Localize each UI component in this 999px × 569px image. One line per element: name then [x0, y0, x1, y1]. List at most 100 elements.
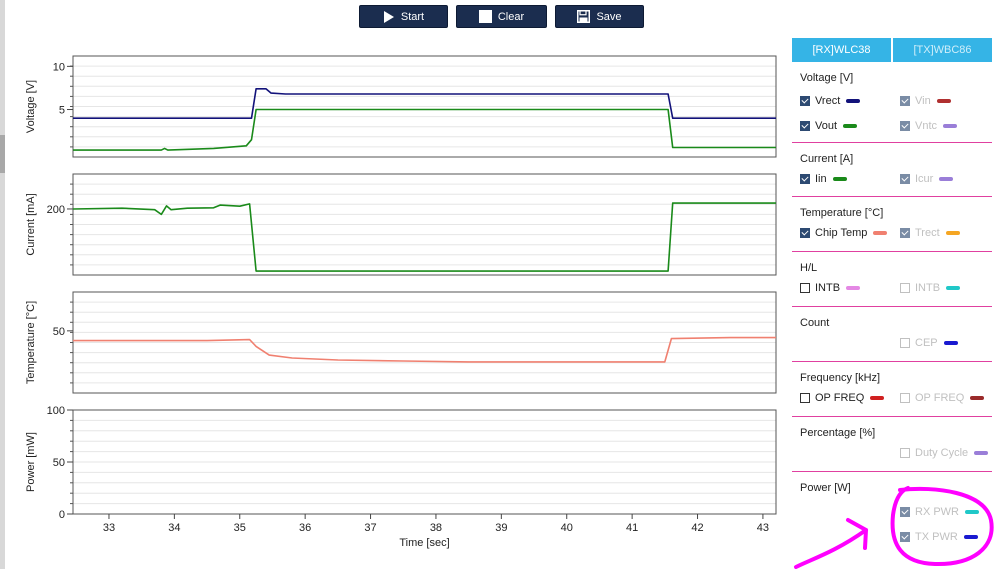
color-swatch [943, 124, 958, 128]
channel-label: Duty Cycle [915, 447, 969, 459]
color-swatch [843, 124, 858, 128]
y-tick-label: 50 [53, 326, 65, 338]
color-swatch [970, 396, 985, 400]
checkbox[interactable] [800, 283, 810, 293]
channel-toggle-vin[interactable]: Vin [900, 95, 951, 107]
color-swatch [943, 341, 958, 345]
x-tick-label: 34 [168, 522, 180, 534]
save-button[interactable]: Save [555, 5, 644, 28]
y-tick-label: 10 [53, 61, 65, 73]
channel-toggle-tx-pwr[interactable]: TX PWR [900, 531, 978, 543]
color-swatch [946, 286, 961, 290]
channel-label: OP FREQ [815, 392, 865, 404]
channel-label: Trect [915, 227, 940, 239]
channel-toggle-duty-cycle[interactable]: Duty Cycle [900, 447, 989, 459]
tab-tx-wbc86[interactable]: [TX]WBC86 [893, 38, 992, 62]
x-tick-label: 33 [103, 522, 115, 534]
channel-toggle-vout[interactable]: Vout [800, 120, 858, 132]
left-scrollbar[interactable] [0, 0, 5, 569]
channel-toggle-icur[interactable]: Icur [900, 173, 954, 185]
channel-label: INTB [815, 282, 841, 294]
color-swatch [974, 451, 989, 455]
color-swatch [965, 510, 979, 514]
y-axis-label: Current [mA] [25, 193, 37, 255]
y-tick-label: 0 [59, 509, 65, 521]
clear-square-icon [478, 10, 492, 23]
channel-label: Vout [815, 120, 838, 132]
charts-area: 10 5 Voltage [V] 200 Current [mA] 50 Temperatu… [25, 55, 777, 549]
series-line-iin [72, 202, 776, 272]
color-swatch [870, 396, 885, 400]
color-swatch [846, 286, 861, 290]
checkbox[interactable] [900, 121, 910, 131]
channel-toggle-intb[interactable]: INTB [900, 282, 961, 294]
section-title: Count [800, 317, 830, 329]
scrollbar-thumb[interactable] [0, 135, 5, 173]
channel-label: OP FREQ [915, 392, 965, 404]
start-label: Start [400, 10, 425, 23]
color-swatch [936, 99, 951, 103]
y-axis-label: Temperature [°C] [25, 301, 37, 384]
x-tick-label: 35 [234, 522, 246, 534]
floppy-disk-icon [577, 10, 591, 23]
channel-toggle-chip-temp[interactable]: Chip Temp [800, 227, 888, 239]
channel-label: INTB [915, 282, 941, 294]
color-swatch [846, 99, 861, 103]
channel-panel: [RX]WLC38 [TX]WBC86 Voltage [V] Vrect Vin V… [792, 38, 992, 568]
checkbox[interactable] [900, 507, 910, 517]
section-count: Count CEP [792, 307, 992, 362]
channel-toggle-rx-pwr[interactable]: RX PWR [900, 506, 979, 518]
checkbox[interactable] [800, 393, 810, 403]
series-line-vout [73, 108, 776, 151]
checkbox[interactable] [900, 532, 910, 542]
x-tick-label: 37 [364, 522, 376, 534]
save-label: Save [596, 10, 622, 23]
checkbox[interactable] [900, 338, 910, 348]
channel-toggle-op-freq[interactable]: OP FREQ [900, 392, 985, 404]
channel-toggle-vntc[interactable]: Vntc [900, 120, 958, 132]
checkbox[interactable] [900, 448, 910, 458]
section-power-w: Power [W] RX PWR TX PWR [792, 472, 992, 565]
checkbox[interactable] [900, 228, 910, 238]
channel-label: Chip Temp [815, 227, 868, 239]
checkbox[interactable] [800, 228, 810, 238]
clear-label: Clear [497, 10, 525, 23]
section-title: Voltage [V] [800, 72, 854, 84]
checkbox[interactable] [900, 96, 910, 106]
section-title: Temperature [°C] [800, 207, 884, 219]
channel-toggle-trect[interactable]: Trect [900, 227, 960, 239]
channel-toggle-cep[interactable]: CEP [900, 337, 958, 349]
y-tick-label: 100 [47, 405, 65, 417]
clear-button[interactable]: Clear [456, 5, 547, 28]
checkbox[interactable] [900, 283, 910, 293]
section-frequency-khz: Frequency [kHz] OP FREQ OP FREQ [792, 362, 992, 417]
channel-label: Iin [815, 173, 827, 185]
toolbar: Start Clear Save [359, 5, 644, 28]
checkbox[interactable] [800, 121, 810, 131]
start-button[interactable]: Start [359, 5, 448, 28]
channel-label: Icur [915, 173, 934, 185]
color-swatch [963, 535, 978, 539]
section-percentage: Percentage [%] Duty Cycle [792, 417, 992, 472]
channel-toggle-intb[interactable]: INTB [800, 282, 861, 294]
color-swatch [945, 231, 960, 235]
channel-toggle-vrect[interactable]: Vrect [800, 95, 861, 107]
x-tick-label: 36 [299, 522, 311, 534]
series-line-vrect [73, 88, 776, 119]
channel-toggle-iin[interactable]: Iin [800, 173, 847, 185]
device-tabs: [RX]WLC38 [TX]WBC86 [792, 38, 992, 62]
checkbox[interactable] [800, 96, 810, 106]
section-voltage-v: Voltage [V] Vrect Vin Vout Vntc [792, 62, 992, 143]
channel-label: Vrect [815, 95, 841, 107]
checkbox[interactable] [800, 174, 810, 184]
section-title: Current [A] [800, 153, 854, 165]
checkbox[interactable] [900, 174, 910, 184]
channel-sections: Voltage [V] Vrect Vin Vout Vntc Current [A] Ii… [792, 62, 992, 565]
checkbox[interactable] [900, 393, 910, 403]
x-axis-label: Time [sec] [399, 537, 449, 549]
channel-label: TX PWR [915, 531, 958, 543]
y-axis-label: Voltage [V] [25, 80, 37, 133]
tab-rx-wlc38[interactable]: [RX]WLC38 [792, 38, 891, 62]
y-tick-label: 50 [53, 457, 65, 469]
channel-toggle-op-freq[interactable]: OP FREQ [800, 392, 885, 404]
